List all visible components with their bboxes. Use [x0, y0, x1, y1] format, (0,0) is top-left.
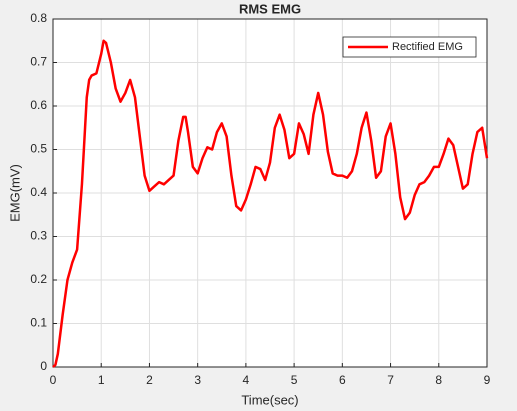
y-tick-label: 0.5: [30, 142, 47, 156]
x-tick-label: 1: [98, 373, 105, 387]
x-tick-label: 8: [435, 373, 442, 387]
x-tick-label: 0: [50, 373, 57, 387]
y-axis-label: EMG(mV): [7, 164, 22, 222]
y-tick-label: 0.1: [30, 316, 47, 330]
y-tick-label: 0.7: [30, 55, 47, 69]
y-tick-label: 0.4: [30, 185, 47, 199]
chart-title: RMS EMG: [239, 1, 301, 16]
y-tick-label: 0.8: [30, 11, 47, 25]
x-tick-label: 4: [243, 373, 250, 387]
legend-label: Rectified EMG: [392, 41, 463, 53]
x-tick-label: 7: [387, 373, 394, 387]
x-tick-label: 2: [146, 373, 153, 387]
legend-box: [342, 36, 477, 58]
x-tick-label: 6: [339, 373, 346, 387]
x-tick-label: 3: [194, 373, 201, 387]
y-tick-label: 0: [40, 359, 47, 373]
y-tick-label: 0.3: [30, 229, 47, 243]
x-tick-label: 5: [291, 373, 298, 387]
x-axis-label: Time(sec): [241, 392, 298, 407]
data-line: [52, 39, 489, 368]
x-tick-label: 9: [484, 373, 491, 387]
y-tick-label: 0.6: [30, 98, 47, 112]
axes-box: [52, 18, 488, 368]
y-tick-label: 0.2: [30, 272, 47, 286]
